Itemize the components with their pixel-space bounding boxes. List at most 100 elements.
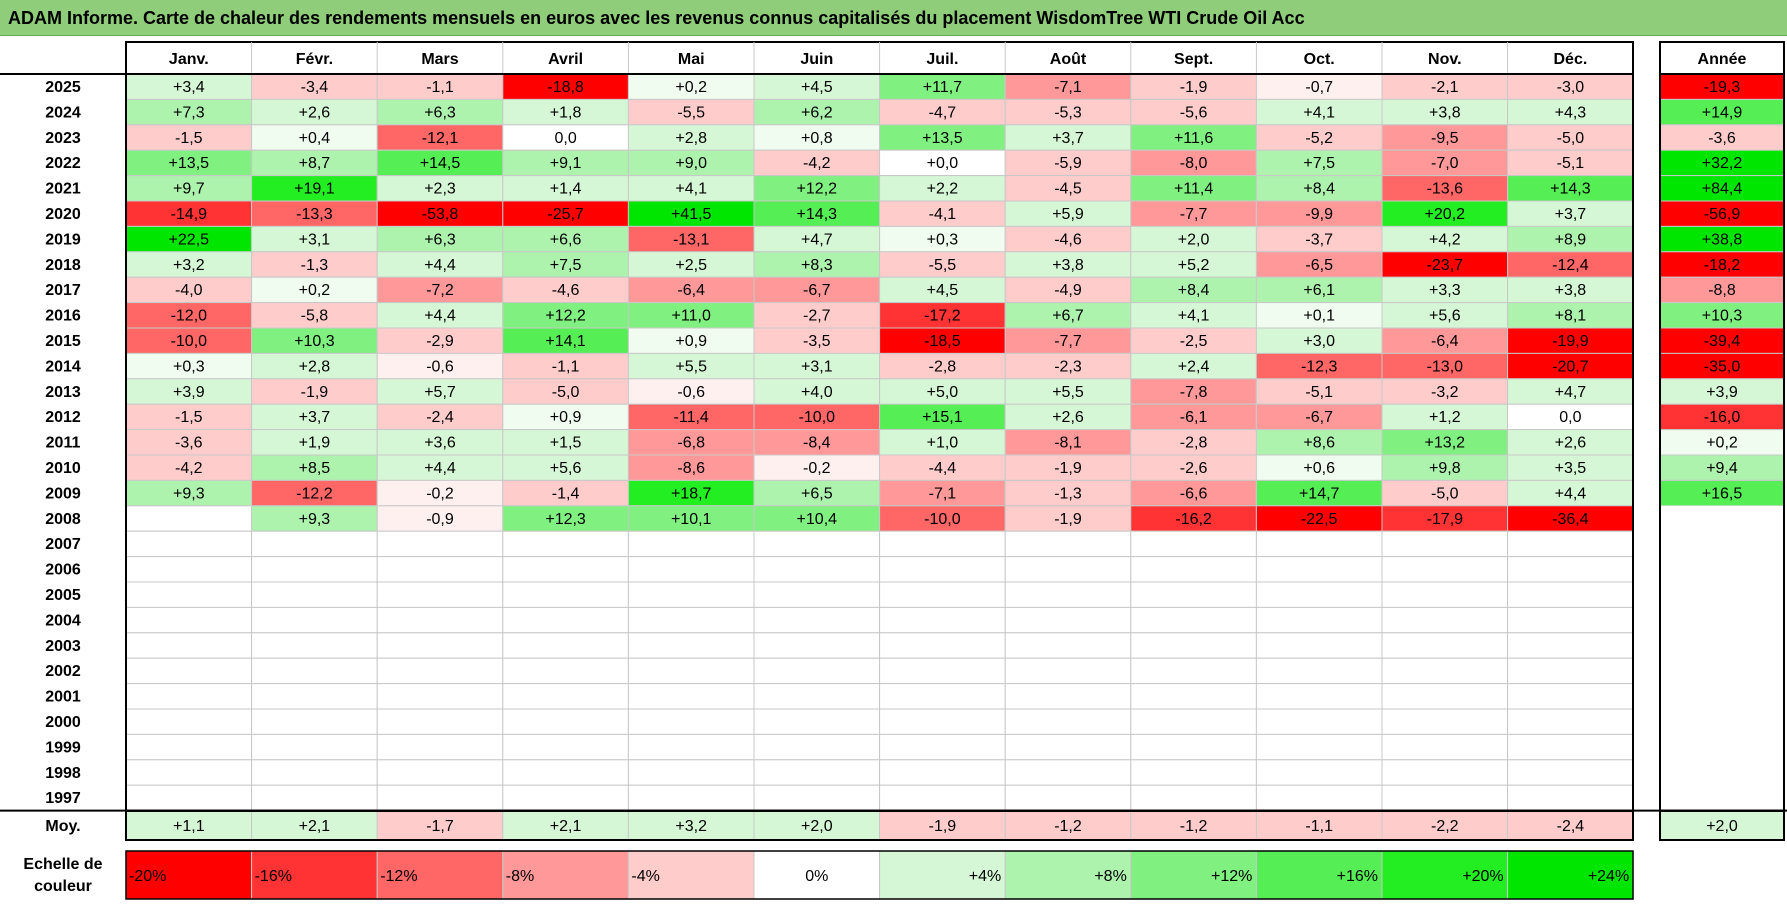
heatmap-cell bbox=[1255, 352, 1383, 380]
cell-value: -11,4 bbox=[674, 409, 709, 426]
heatmap-cell bbox=[1507, 429, 1634, 456]
color-scale-value: +16% bbox=[1337, 868, 1378, 885]
heatmap-cell bbox=[376, 302, 504, 329]
heatmap-cell bbox=[125, 784, 253, 812]
heatmap-cell bbox=[251, 759, 378, 786]
cell-value: -2,4 bbox=[426, 409, 454, 426]
heatmap-cell bbox=[1004, 98, 1132, 126]
heatmap-cell bbox=[753, 454, 881, 481]
heatmap-cell bbox=[376, 175, 504, 202]
cell-value: -18,5 bbox=[924, 333, 961, 350]
heatmap-cell bbox=[502, 759, 629, 786]
cell-value: -7,2 bbox=[426, 282, 454, 299]
heatmap-cell bbox=[753, 784, 881, 812]
heatmap-cell bbox=[251, 327, 378, 354]
month-header-11: Nov. bbox=[1428, 51, 1461, 68]
annual-cell bbox=[1659, 73, 1785, 100]
average-cell bbox=[251, 810, 378, 841]
annual-value: +84,4 bbox=[1702, 181, 1743, 198]
heatmap-cell bbox=[376, 759, 504, 786]
heatmap-cell bbox=[753, 175, 881, 202]
average-value: -2,2 bbox=[1431, 818, 1459, 835]
cell-value: -4,2 bbox=[803, 155, 831, 172]
heatmap-cell bbox=[1507, 73, 1634, 100]
heatmap-cell bbox=[1004, 505, 1132, 532]
heatmap-cell bbox=[879, 505, 1006, 532]
heatmap-cell bbox=[251, 530, 378, 558]
heatmap-cell bbox=[1255, 632, 1383, 659]
cell-value: -4,7 bbox=[929, 104, 957, 121]
heatmap-cell bbox=[627, 98, 755, 126]
heatmap-cell bbox=[1004, 479, 1132, 507]
heatmap-cell bbox=[627, 733, 755, 761]
cell-value: -3,6 bbox=[175, 435, 203, 452]
heatmap-cell bbox=[1507, 454, 1634, 481]
heatmap-cell bbox=[1130, 784, 1257, 812]
cell-value: -2,8 bbox=[1180, 435, 1208, 452]
heatmap-cell bbox=[1255, 556, 1383, 583]
heatmap-cell bbox=[1255, 581, 1383, 608]
month-header-10: Oct. bbox=[1304, 51, 1335, 68]
average-value: -2,4 bbox=[1557, 818, 1585, 835]
heatmap-cell bbox=[753, 225, 881, 253]
annual-cell bbox=[1660, 734, 1784, 760]
cell-value: +3,8 bbox=[1555, 282, 1587, 299]
cell-value: -1,1 bbox=[552, 358, 580, 375]
cell-value: -3,2 bbox=[1431, 384, 1459, 401]
heatmap-cell bbox=[1130, 378, 1257, 405]
cell-value: -5,0 bbox=[552, 384, 580, 401]
heatmap-cell bbox=[1004, 454, 1132, 481]
cell-value: -12,1 bbox=[422, 130, 459, 147]
heatmap-cell bbox=[879, 175, 1006, 202]
cell-value: +8,3 bbox=[801, 257, 833, 274]
heatmap-cell bbox=[1004, 708, 1132, 735]
heatmap-cell bbox=[1255, 124, 1383, 151]
heatmap-cell bbox=[376, 200, 504, 227]
heatmap-cell bbox=[376, 784, 504, 812]
heatmap-cell bbox=[627, 276, 755, 304]
heatmap-cell bbox=[376, 530, 504, 558]
cell-value: -2,7 bbox=[803, 308, 831, 325]
heatmap-cell bbox=[1381, 98, 1509, 126]
cell-value: +9,3 bbox=[299, 511, 331, 528]
heatmap-cell bbox=[125, 505, 253, 532]
heatmap-cell bbox=[502, 784, 629, 812]
heatmap-cell bbox=[1004, 784, 1132, 812]
year-label: 2005 bbox=[45, 587, 81, 604]
heatmap-cell bbox=[376, 708, 504, 735]
heatmap-cell bbox=[376, 251, 504, 278]
heatmap-cell bbox=[1381, 708, 1509, 735]
heatmap-cell bbox=[376, 429, 504, 456]
month-header-5: Mai bbox=[678, 51, 705, 68]
cell-value: +13,5 bbox=[169, 155, 210, 172]
heatmap-cell bbox=[879, 251, 1006, 278]
heatmap-cell bbox=[502, 98, 629, 126]
heatmap-cell bbox=[1255, 657, 1383, 685]
annual-value: -35,0 bbox=[1704, 358, 1741, 375]
heatmap-cell bbox=[251, 200, 378, 227]
title-bar: ADAM Informe. Carte de chaleur des rende… bbox=[0, 0, 1787, 36]
heatmap-cell bbox=[125, 708, 253, 735]
cell-value: +5,9 bbox=[1052, 206, 1084, 223]
heatmap-cell bbox=[251, 784, 378, 812]
heatmap-cell bbox=[627, 403, 755, 431]
heatmap-cell bbox=[753, 632, 881, 659]
heatmap-cell bbox=[251, 276, 378, 304]
heatmap-cell bbox=[502, 251, 629, 278]
heatmap-cell bbox=[1255, 683, 1383, 710]
cell-value: -0,2 bbox=[426, 485, 454, 502]
month-header-2: Févr. bbox=[296, 51, 333, 68]
heatmap-cell bbox=[879, 124, 1006, 151]
heatmap-cell bbox=[1004, 175, 1132, 202]
cell-value: -6,5 bbox=[1305, 257, 1333, 274]
heatmap-cell bbox=[1004, 759, 1132, 786]
heatmap-cell bbox=[627, 683, 755, 710]
heatmap-cell bbox=[627, 479, 755, 507]
heatmap-cell bbox=[1255, 225, 1383, 253]
year-label: 2001 bbox=[45, 689, 81, 706]
cell-value: -9,5 bbox=[1431, 130, 1459, 147]
cell-value: 0,0 bbox=[1559, 409, 1581, 426]
cell-value: -13,3 bbox=[296, 206, 333, 223]
cell-value: +4,4 bbox=[424, 257, 456, 274]
